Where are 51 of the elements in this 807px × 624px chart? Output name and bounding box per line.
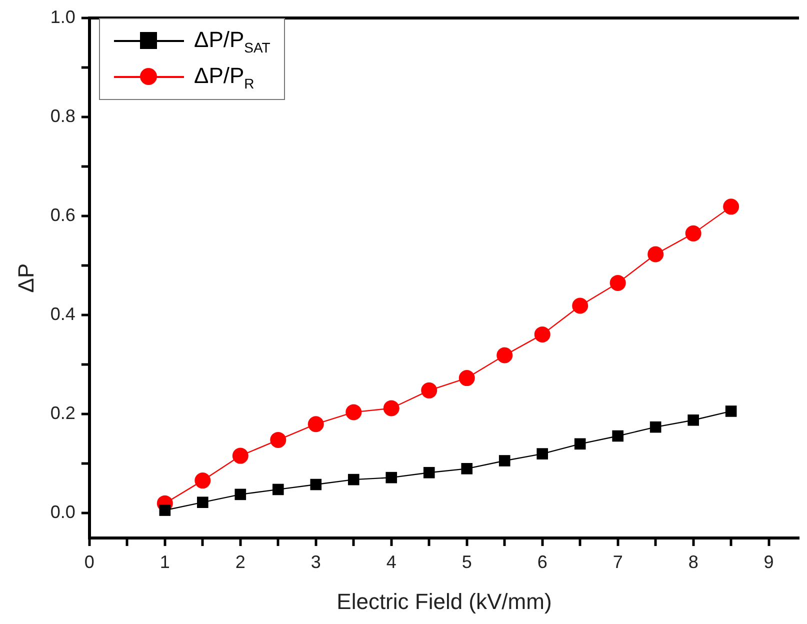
x-axis-title: Electric Field (kV/mm)	[336, 588, 552, 614]
legend-label: ΔP/P$_{SAT}$	[194, 26, 270, 56]
x-tick-label: 4	[386, 552, 396, 572]
x-tick-label: 0	[84, 552, 94, 572]
point	[346, 404, 362, 420]
legend-label: ΔP/P$_{R}$	[194, 62, 254, 92]
x-tick-label: 3	[310, 552, 321, 572]
point	[308, 416, 324, 432]
point	[270, 432, 286, 448]
point	[496, 347, 513, 364]
point	[572, 298, 588, 314]
point	[196, 496, 208, 508]
point	[234, 488, 246, 500]
point	[723, 198, 740, 215]
y-tick-label: 0.2	[50, 403, 76, 424]
point	[574, 438, 586, 450]
x-tick-label: 6	[537, 552, 548, 572]
point	[421, 382, 438, 398]
x-tick-label: 5	[462, 552, 472, 572]
point	[650, 421, 662, 433]
point	[383, 400, 400, 416]
y-tick-label: 0.8	[50, 106, 76, 126]
x-tick-label: 9	[764, 552, 774, 572]
point	[725, 406, 737, 417]
point	[688, 414, 699, 426]
point	[272, 484, 284, 496]
y-tick-label: 0.4	[50, 304, 76, 324]
y-axis-title: ΔP	[13, 263, 38, 293]
point	[386, 472, 398, 484]
point	[498, 455, 510, 466]
x-tick-label: 2	[235, 552, 246, 572]
point	[612, 430, 624, 442]
point	[685, 225, 702, 242]
y-tick-label: 1.0	[50, 6, 76, 27]
point	[232, 448, 248, 464]
point	[423, 466, 435, 478]
point	[534, 326, 550, 342]
point	[610, 274, 626, 291]
point	[648, 246, 664, 262]
point	[310, 478, 322, 490]
x-tick-label: 8	[688, 552, 698, 572]
x-tick-label: 1	[160, 552, 170, 572]
point	[159, 504, 171, 516]
y-tick-label: 0.0	[50, 502, 76, 522]
point	[536, 448, 548, 460]
point	[194, 472, 211, 489]
point	[461, 463, 473, 474]
x-tick-label: 7	[612, 552, 623, 572]
point	[348, 474, 360, 486]
y-tick-label: 0.6	[50, 205, 76, 226]
point	[458, 370, 475, 386]
